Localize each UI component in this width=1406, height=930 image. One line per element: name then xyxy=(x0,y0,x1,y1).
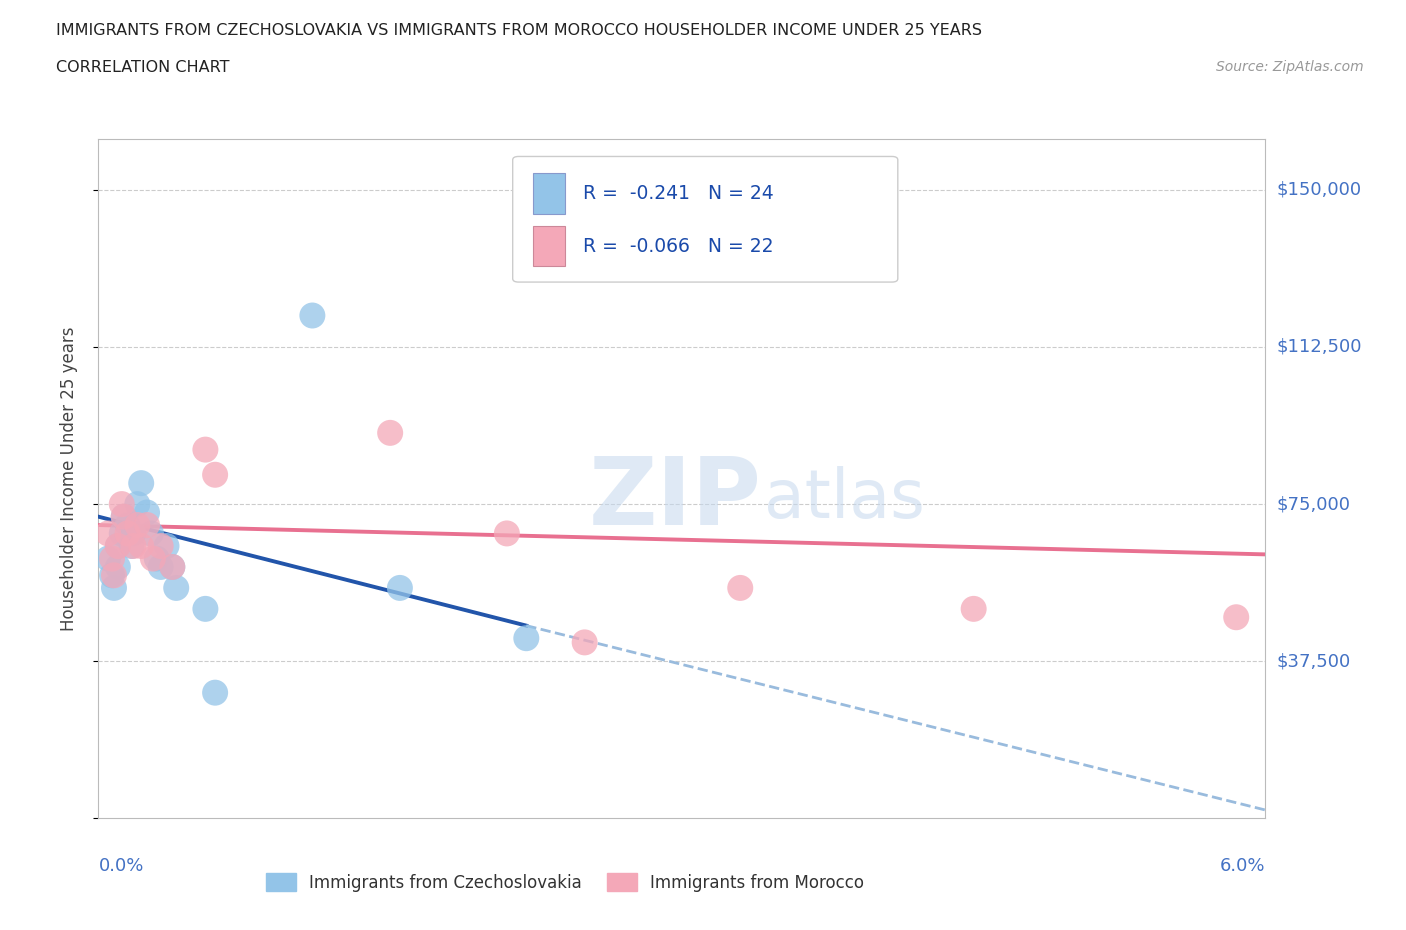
Text: R =  -0.066   N = 22: R = -0.066 N = 22 xyxy=(582,236,773,256)
Point xyxy=(101,551,124,566)
Point xyxy=(127,497,149,512)
Point xyxy=(103,580,125,595)
Point xyxy=(515,631,537,645)
Point xyxy=(155,538,177,553)
Text: $112,500: $112,500 xyxy=(1277,338,1362,356)
Point xyxy=(122,526,145,541)
Point xyxy=(122,538,145,553)
Point xyxy=(97,526,120,541)
Point xyxy=(204,685,226,700)
Text: $150,000: $150,000 xyxy=(1277,180,1361,199)
Point xyxy=(149,560,172,575)
Point xyxy=(107,538,129,553)
Point xyxy=(127,518,149,533)
Text: CORRELATION CHART: CORRELATION CHART xyxy=(56,60,229,75)
Point xyxy=(111,526,134,541)
Point xyxy=(1225,610,1247,625)
Point xyxy=(162,560,184,575)
Point xyxy=(136,505,159,520)
Point xyxy=(117,526,139,541)
Point xyxy=(496,526,519,541)
Point xyxy=(112,510,135,525)
Text: atlas: atlas xyxy=(763,466,925,532)
Point xyxy=(146,551,169,566)
Point xyxy=(149,538,172,553)
Y-axis label: Householder Income Under 25 years: Householder Income Under 25 years xyxy=(59,326,77,631)
Legend: Immigrants from Czechoslovakia, Immigrants from Morocco: Immigrants from Czechoslovakia, Immigran… xyxy=(259,867,872,898)
Point xyxy=(121,538,143,553)
Point xyxy=(111,497,134,512)
Point xyxy=(194,602,217,617)
Point xyxy=(165,580,187,595)
Point xyxy=(388,580,411,595)
Point xyxy=(380,425,402,440)
Text: Source: ZipAtlas.com: Source: ZipAtlas.com xyxy=(1216,60,1364,74)
Point xyxy=(142,551,165,566)
Text: $75,000: $75,000 xyxy=(1277,495,1351,513)
Text: $37,500: $37,500 xyxy=(1277,652,1351,671)
Point xyxy=(162,560,184,575)
Point xyxy=(107,538,129,553)
Point xyxy=(112,510,135,525)
Text: R =  -0.241   N = 24: R = -0.241 N = 24 xyxy=(582,184,773,204)
Point xyxy=(194,442,217,457)
Point xyxy=(730,580,752,595)
Point xyxy=(139,526,162,541)
Point xyxy=(107,560,129,575)
FancyBboxPatch shape xyxy=(513,156,898,282)
Bar xyxy=(533,174,565,214)
Point xyxy=(101,568,124,583)
Point xyxy=(301,308,323,323)
Point xyxy=(962,602,984,617)
Point xyxy=(97,551,120,566)
Point xyxy=(574,635,596,650)
Point xyxy=(117,518,139,533)
Text: 0.0%: 0.0% xyxy=(98,857,143,875)
Point xyxy=(204,467,226,482)
Point xyxy=(136,518,159,533)
Point xyxy=(129,538,152,553)
Point xyxy=(103,568,125,583)
Text: ZIP: ZIP xyxy=(589,453,762,545)
Point xyxy=(129,476,152,491)
Bar xyxy=(533,226,565,267)
Text: IMMIGRANTS FROM CZECHOSLOVAKIA VS IMMIGRANTS FROM MOROCCO HOUSEHOLDER INCOME UND: IMMIGRANTS FROM CZECHOSLOVAKIA VS IMMIGR… xyxy=(56,23,983,38)
Text: 6.0%: 6.0% xyxy=(1220,857,1265,875)
